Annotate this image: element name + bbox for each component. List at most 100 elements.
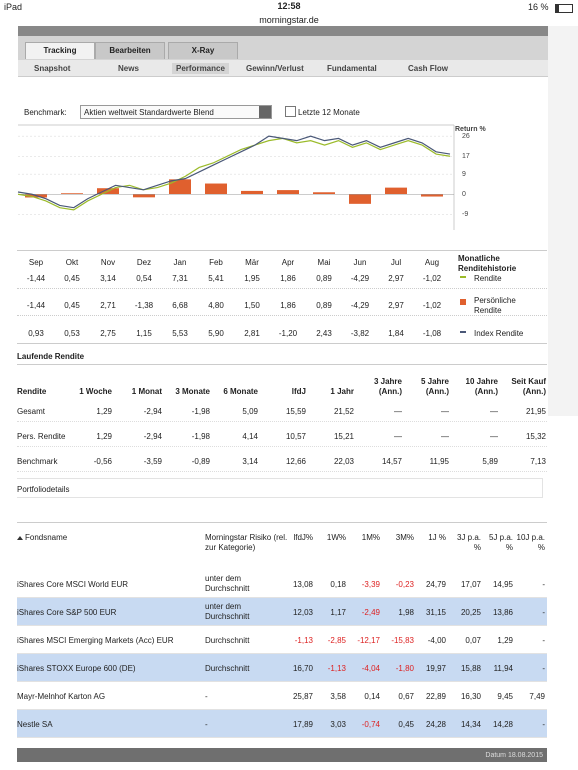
month-value: 5,41: [208, 274, 224, 283]
benchmark-select[interactable]: Aktien weltweit Standardwerte Blend: [80, 105, 272, 119]
cell: 13,86: [492, 608, 513, 617]
column-header[interactable]: 1W%: [326, 533, 346, 542]
month-value: -1,02: [422, 274, 442, 283]
row-divider: [17, 471, 547, 472]
month-value: 0,45: [64, 301, 80, 310]
month-label: Mär: [245, 258, 259, 267]
column-header: 6 Monate: [223, 387, 258, 396]
tab[interactable]: X-Ray: [168, 42, 238, 59]
cell: 14,57: [381, 457, 402, 466]
cell: -: [205, 720, 208, 729]
month-value: 0,89: [316, 274, 332, 283]
cell: -: [542, 720, 545, 729]
cell: -1,98: [191, 432, 210, 441]
fund-name[interactable]: iShares Core MSCI World EUR: [17, 580, 128, 589]
column-header[interactable]: 10J p.a. %: [516, 533, 545, 552]
cell: 14,95: [492, 580, 513, 589]
bar: [205, 183, 227, 195]
column-header: 1 Monat: [131, 387, 162, 396]
cell: -: [542, 580, 545, 589]
benchmark-value: Aktien weltweit Standardwerte Blend: [84, 108, 214, 117]
month-value: 1,50: [244, 301, 260, 310]
portfolio-header: [17, 478, 543, 498]
month-value: -1,38: [134, 301, 154, 310]
month-value: -1,44: [26, 301, 46, 310]
month-value: -1,44: [26, 274, 46, 283]
clock: 12:58: [277, 1, 301, 11]
column-header[interactable]: 3J p.a. %: [456, 533, 481, 552]
cell: -: [542, 636, 545, 645]
cell: 12,66: [285, 457, 306, 466]
row-divider: [17, 315, 547, 316]
month-value: 0,53: [64, 329, 80, 338]
month-value: -1,08: [422, 329, 442, 338]
cell: -2,85: [327, 636, 346, 645]
month-value: 3,14: [100, 274, 116, 283]
month-label: Jan: [173, 258, 187, 267]
cell: -2,94: [143, 432, 162, 441]
cell: 21,52: [333, 407, 354, 416]
cell: 1,98: [398, 608, 414, 617]
cell: 14,34: [460, 720, 481, 729]
fund-name[interactable]: iShares STOXX Europe 600 (DE): [17, 664, 136, 673]
cell: 17,07: [460, 580, 481, 589]
row-divider: [17, 288, 547, 289]
subtab[interactable]: News: [118, 64, 139, 73]
fund-name[interactable]: iShares MSCI Emerging Markets (Acc) EUR: [17, 636, 174, 645]
bar: [349, 194, 371, 204]
month-value: 2,75: [100, 329, 116, 338]
column-header: 10 Jahre (Ann.): [465, 377, 498, 396]
cell: 17,89: [292, 720, 313, 729]
y-tick-label: 9: [462, 171, 466, 178]
battery-icon: [555, 4, 573, 13]
column-header[interactable]: 3M%: [395, 533, 414, 542]
checkbox-label: Letzte 12 Monate: [298, 108, 360, 117]
cell: 5,89: [482, 457, 498, 466]
chart: Return % 26 17 9 0 -9: [17, 124, 487, 230]
cell: 5,09: [242, 407, 258, 416]
side-strip: [548, 26, 578, 416]
divider: [17, 250, 547, 251]
cell: 22,89: [425, 692, 446, 701]
cell: 0,14: [364, 692, 380, 701]
cell: 21,95: [525, 407, 546, 416]
month-value: -4,29: [350, 274, 370, 283]
column-header: Morningstar Risiko (rel. zur Kategorie): [205, 533, 288, 552]
cell: 31,15: [425, 608, 446, 617]
column-header[interactable]: lfdJ%: [293, 533, 313, 542]
cell: 24,28: [425, 720, 446, 729]
tab[interactable]: Bearbeiten: [95, 42, 165, 59]
column-header: 1 Woche: [79, 387, 112, 396]
tab[interactable]: Tracking: [25, 42, 95, 59]
cell: 1,29: [96, 407, 112, 416]
fund-name[interactable]: iShares Core S&P 500 EUR: [17, 608, 117, 617]
cell: 15,32: [525, 432, 546, 441]
subtab[interactable]: Gewinn/Verlust: [246, 64, 304, 73]
subtab[interactable]: Fundamental: [327, 64, 377, 73]
cell: Gesamt: [17, 407, 46, 416]
subtab[interactable]: Cash Flow: [408, 64, 449, 73]
cell: unter dem Durchschnitt: [205, 574, 250, 593]
cell: 3,58: [330, 692, 346, 701]
fund-name[interactable]: Nestle SA: [17, 720, 53, 729]
subtab[interactable]: Performance: [172, 63, 229, 74]
subtab[interactable]: Snapshot: [34, 64, 71, 73]
row-bg: [17, 570, 547, 598]
fund-name[interactable]: Mayr-Melnhof Karton AG: [17, 692, 106, 701]
device-name: iPad: [4, 2, 23, 12]
row-divider: [17, 343, 547, 344]
sort-arrow[interactable]: [17, 536, 23, 540]
url: morningstar.de: [259, 15, 319, 25]
footer-bar: [17, 748, 547, 762]
cell: 16,30: [460, 692, 481, 701]
cell: -4,00: [427, 636, 446, 645]
column-header[interactable]: 5J p.a. %: [488, 533, 513, 552]
column-header[interactable]: Fondsname: [25, 533, 68, 542]
column-header[interactable]: 1M%: [361, 533, 380, 542]
column-header[interactable]: 1J %: [428, 533, 446, 542]
battery: 16 %: [528, 2, 549, 12]
month-value: 0,45: [64, 274, 80, 283]
checkbox[interactable]: [285, 106, 296, 117]
cell: 7,13: [530, 457, 546, 466]
cell: —: [441, 407, 449, 416]
